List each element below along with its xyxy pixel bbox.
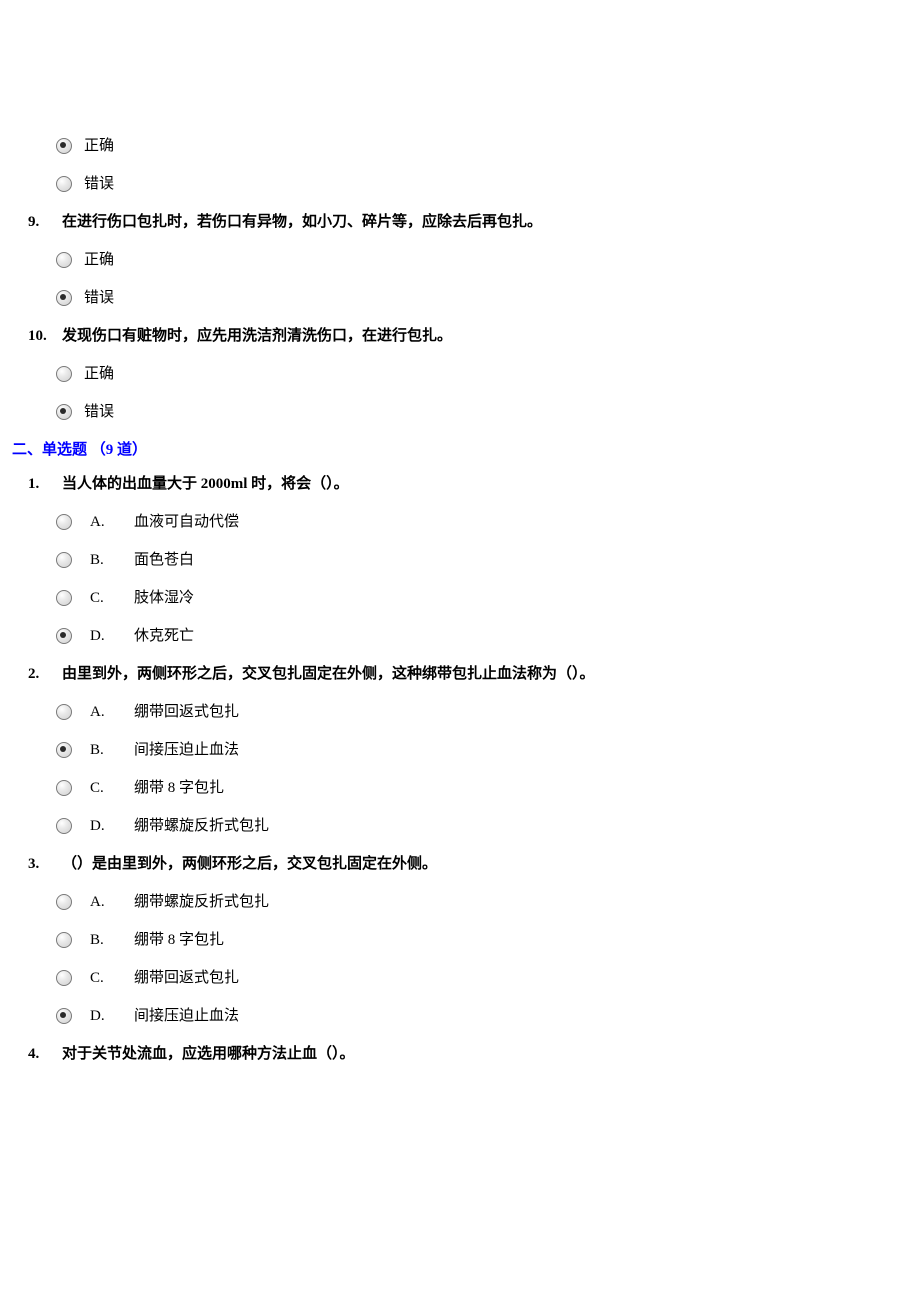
mc-question-3: 3. （）是由里到外，两侧环形之后，交叉包扎固定在外侧。	[28, 852, 920, 876]
mc-option-a[interactable]: A. 绷带螺旋反折式包扎	[56, 890, 920, 914]
radio-icon	[56, 252, 72, 268]
tf-label-true: 正确	[84, 362, 114, 386]
option-text: 绷带螺旋反折式包扎	[134, 890, 269, 914]
question-number: 3.	[28, 852, 62, 876]
tf-label-false: 错误	[84, 400, 114, 424]
option-letter: A.	[90, 890, 130, 914]
option-text: 绷带 8 字包扎	[134, 928, 224, 952]
radio-icon	[56, 366, 72, 382]
option-text: 休克死亡	[134, 624, 194, 648]
question-text: 当人体的出血量大于 2000ml 时，将会（）。	[62, 472, 349, 496]
radio-icon	[56, 742, 72, 758]
question-text: 在进行伤口包扎时，若伤口有异物，如小刀、碎片等，应除去后再包扎。	[62, 210, 542, 234]
tf-label-false: 错误	[84, 172, 114, 196]
option-text: 肢体湿冷	[134, 586, 194, 610]
radio-icon	[56, 970, 72, 986]
option-letter: A.	[90, 510, 130, 534]
mc-option-d[interactable]: D. 绷带螺旋反折式包扎	[56, 814, 920, 838]
tf-label-false: 错误	[84, 286, 114, 310]
mc-option-b[interactable]: B. 面色苍白	[56, 548, 920, 572]
option-letter: D.	[90, 1004, 130, 1028]
mc-option-c[interactable]: C. 绷带 8 字包扎	[56, 776, 920, 800]
option-text: 面色苍白	[134, 548, 194, 572]
option-letter: B.	[90, 738, 130, 762]
radio-icon	[56, 138, 72, 154]
section-2-title: 二、单选题 （9 道）	[12, 438, 920, 462]
question-number: 10.	[28, 324, 62, 348]
option-letter: A.	[90, 700, 130, 724]
question-number: 2.	[28, 662, 62, 686]
question-number: 9.	[28, 210, 62, 234]
option-letter: C.	[90, 776, 130, 800]
tf-option-false[interactable]: 错误	[56, 172, 920, 196]
tf-option-false[interactable]: 错误	[56, 400, 920, 424]
quiz-container: 正确 错误 9. 在进行伤口包扎时，若伤口有异物，如小刀、碎片等，应除去后再包扎…	[0, 134, 920, 1066]
question-text: 由里到外，两侧环形之后，交叉包扎固定在外侧，这种绑带包扎止血法称为（）。	[62, 662, 595, 686]
radio-icon	[56, 404, 72, 420]
tf-option-true[interactable]: 正确	[56, 362, 920, 386]
mc-question-1: 1. 当人体的出血量大于 2000ml 时，将会（）。	[28, 472, 920, 496]
mc-option-d[interactable]: D. 间接压迫止血法	[56, 1004, 920, 1028]
radio-icon	[56, 818, 72, 834]
radio-icon	[56, 1008, 72, 1024]
mc-option-b[interactable]: B. 间接压迫止血法	[56, 738, 920, 762]
option-letter: D.	[90, 624, 130, 648]
radio-icon	[56, 290, 72, 306]
radio-icon	[56, 932, 72, 948]
option-text: 绷带回返式包扎	[134, 700, 239, 724]
option-text: 血液可自动代偿	[134, 510, 239, 534]
radio-icon	[56, 176, 72, 192]
radio-icon	[56, 514, 72, 530]
mc-option-a[interactable]: A. 血液可自动代偿	[56, 510, 920, 534]
tf-label-true: 正确	[84, 134, 114, 158]
option-text: 绷带螺旋反折式包扎	[134, 814, 269, 838]
tf-question-10: 10. 发现伤口有赃物时，应先用洗洁剂清洗伤口，在进行包扎。	[28, 324, 920, 348]
option-letter: B.	[90, 548, 130, 572]
mc-option-d[interactable]: D. 休克死亡	[56, 624, 920, 648]
question-number: 4.	[28, 1042, 62, 1066]
mc-option-b[interactable]: B. 绷带 8 字包扎	[56, 928, 920, 952]
option-letter: C.	[90, 966, 130, 990]
tf-question-9: 9. 在进行伤口包扎时，若伤口有异物，如小刀、碎片等，应除去后再包扎。	[28, 210, 920, 234]
radio-icon	[56, 590, 72, 606]
option-text: 间接压迫止血法	[134, 738, 239, 762]
option-letter: D.	[90, 814, 130, 838]
tf-label-true: 正确	[84, 248, 114, 272]
mc-question-4: 4. 对于关节处流血，应选用哪种方法止血（）。	[28, 1042, 920, 1066]
option-letter: B.	[90, 928, 130, 952]
option-text: 绷带回返式包扎	[134, 966, 239, 990]
radio-icon	[56, 894, 72, 910]
question-text: 发现伤口有赃物时，应先用洗洁剂清洗伤口，在进行包扎。	[62, 324, 452, 348]
radio-icon	[56, 628, 72, 644]
radio-icon	[56, 780, 72, 796]
option-text: 绷带 8 字包扎	[134, 776, 224, 800]
option-text: 间接压迫止血法	[134, 1004, 239, 1028]
question-text: （）是由里到外，两侧环形之后，交叉包扎固定在外侧。	[62, 852, 437, 876]
radio-icon	[56, 704, 72, 720]
mc-option-c[interactable]: C. 绷带回返式包扎	[56, 966, 920, 990]
tf-option-true[interactable]: 正确	[56, 248, 920, 272]
question-text: 对于关节处流血，应选用哪种方法止血（）。	[62, 1042, 355, 1066]
question-number: 1.	[28, 472, 62, 496]
mc-question-2: 2. 由里到外，两侧环形之后，交叉包扎固定在外侧，这种绑带包扎止血法称为（）。	[28, 662, 920, 686]
mc-option-a[interactable]: A. 绷带回返式包扎	[56, 700, 920, 724]
option-letter: C.	[90, 586, 130, 610]
radio-icon	[56, 552, 72, 568]
tf-option-false[interactable]: 错误	[56, 286, 920, 310]
mc-option-c[interactable]: C. 肢体湿冷	[56, 586, 920, 610]
tf-option-true[interactable]: 正确	[56, 134, 920, 158]
